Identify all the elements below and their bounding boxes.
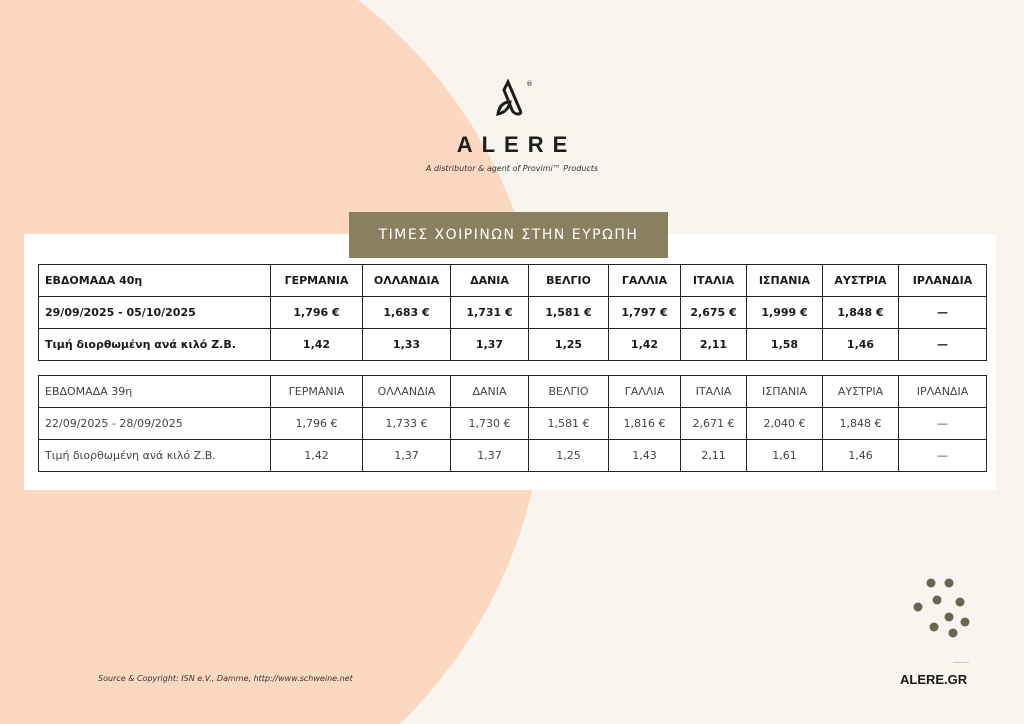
alere-logo-icon: ® — [496, 78, 533, 116]
column-header: ΙΡΛΑΝΔΙΑ — [898, 264, 987, 297]
website-link[interactable]: ALERE.GR — [900, 672, 968, 687]
dots-decoration-icon — [913, 578, 970, 638]
column-header: ΔΑΝΙΑ — [450, 375, 529, 408]
column-header: ΑΥΣΤΡΙΑ — [822, 375, 899, 408]
column-header: ΓΑΛΛΙΑ — [608, 375, 681, 408]
table-header-row: ΕΒΔΟΜΑΔΑ 39η ΓΕΡΜΑΝΙΑ ΟΛΛΑΝΔΙΑ ΔΑΝΙΑ ΒΕΛΓΙΟ Γ… — [38, 375, 987, 408]
table-cell: 1,58 — [746, 328, 823, 361]
table-cell: 2,11 — [680, 328, 747, 361]
column-header: ΔΑΝΙΑ — [450, 264, 529, 297]
page-title: ΤΙΜΕΣ ΧΟΙΡΙΝΩΝ ΣΤΗΝ ΕΥΡΩΠΗ — [349, 212, 668, 258]
table-row: 29/09/2025 - 05/10/2025 1,796 €1,683 €1,7… — [38, 296, 987, 329]
table-cell: 1,33 — [362, 328, 451, 361]
table-cell: 1,730 € — [450, 407, 529, 440]
table-cell: 1,25 — [528, 328, 609, 361]
table-cell: 2,671 € — [680, 407, 747, 440]
column-header: ΕΒΔΟΜΑΔΑ 39η — [38, 375, 271, 408]
column-header: ΒΕΛΓΙΟ — [528, 264, 609, 297]
column-header: ΙΣΠΑΝΙΑ — [746, 375, 823, 408]
column-header: ΓΑΛΛΙΑ — [608, 264, 681, 297]
table-cell: 1,848 € — [822, 407, 899, 440]
logo: ® ALERE A distributor & agent of Provimi… — [0, 78, 1024, 173]
table-cell: 1,731 € — [450, 296, 529, 329]
table-cell: — — [898, 439, 987, 472]
table-row: Τιμή διορθωμένη ανά κιλό Ζ.Β. 1,42 1,33 1,3… — [38, 328, 987, 361]
table-cell: 1,37 — [362, 439, 451, 472]
table-cell: 1,848 € — [822, 296, 899, 329]
table-cell: 1,37 — [450, 328, 529, 361]
column-header: ΙΤΑΛΙΑ — [680, 264, 747, 297]
table-cell: 1,42 — [270, 439, 363, 472]
table-cell: 1,581 € — [528, 407, 609, 440]
divider — [953, 662, 969, 663]
source-note: Source & Copyright: ISN e.V., Damme, htt… — [98, 674, 353, 683]
table-cell: 2,11 — [680, 439, 747, 472]
table-cell: — — [898, 407, 987, 440]
brand-name: ALERE — [456, 132, 577, 157]
table-cell: 1,733 € — [362, 407, 451, 440]
table-cell: 1,43 — [608, 439, 681, 472]
column-header: ΟΛΛΑΝΔΙΑ — [362, 264, 451, 297]
table-header-row: ΕΒΔΟΜΑΔΑ 40η ΓΕΡΜΑΝΙΑ ΟΛΛΑΝΔΙΑ ΔΑΝΙΑ ΒΕΛΓΙΟ Γ… — [38, 264, 987, 297]
table-cell: Τιμή διορθωμένη ανά κιλό Ζ.Β. — [38, 439, 271, 472]
table-cell: — — [898, 296, 987, 329]
column-header: ΟΛΛΑΝΔΙΑ — [362, 375, 451, 408]
table-row: Τιμή διορθωμένη ανά κιλό Ζ.Β. 1,42 1,37 1,3… — [38, 439, 987, 472]
column-header: ΙΡΛΑΝΔΙΑ — [898, 375, 987, 408]
table-cell: 1,797 € — [608, 296, 681, 329]
table-cell: 22/09/2025 - 28/09/2025 — [38, 407, 271, 440]
table-cell: 1,816 € — [608, 407, 681, 440]
table-cell: 2,040 € — [746, 407, 823, 440]
table-cell: 1,46 — [822, 439, 899, 472]
table-cell: 1,999 € — [746, 296, 823, 329]
table-row: 22/09/2025 - 28/09/2025 1,796 €1,733 €1,7… — [38, 407, 987, 440]
column-header: ΓΕΡΜΑΝΙΑ — [270, 264, 363, 297]
table-cell: 1,37 — [450, 439, 529, 472]
table-cell: 1,61 — [746, 439, 823, 472]
table-cell: 1,42 — [270, 328, 363, 361]
column-header: ΙΣΠΑΝΙΑ — [746, 264, 823, 297]
table-cell: 1,796 € — [270, 296, 363, 329]
column-header: ΕΒΔΟΜΑΔΑ 40η — [38, 264, 271, 297]
table-cell: 1,25 — [528, 439, 609, 472]
week-40-table: ΕΒΔΟΜΑΔΑ 40η ΓΕΡΜΑΝΙΑ ΟΛΛΑΝΔΙΑ ΔΑΝΙΑ ΒΕΛΓΙΟ Γ… — [38, 264, 987, 361]
table-cell: Τιμή διορθωμένη ανά κιλό Ζ.Β. — [38, 328, 271, 361]
table-cell: 1,683 € — [362, 296, 451, 329]
table-cell: 29/09/2025 - 05/10/2025 — [38, 296, 271, 329]
table-cell: 1,581 € — [528, 296, 609, 329]
svg-text:®: ® — [526, 80, 533, 88]
tagline: A distributor & agent of Provimi™ Produc… — [425, 164, 599, 173]
column-header: ΓΕΡΜΑΝΙΑ — [270, 375, 363, 408]
column-header: ΙΤΑΛΙΑ — [680, 375, 747, 408]
table-cell: 2,675 € — [680, 296, 747, 329]
column-header: ΒΕΛΓΙΟ — [528, 375, 609, 408]
week-39-table: ΕΒΔΟΜΑΔΑ 39η ΓΕΡΜΑΝΙΑ ΟΛΛΑΝΔΙΑ ΔΑΝΙΑ ΒΕΛΓΙΟ Γ… — [38, 375, 987, 472]
table-cell: 1,796 € — [270, 407, 363, 440]
table-cell: 1,46 — [822, 328, 899, 361]
table-cell: — — [898, 328, 987, 361]
column-header: ΑΥΣΤΡΙΑ — [822, 264, 899, 297]
table-cell: 1,42 — [608, 328, 681, 361]
